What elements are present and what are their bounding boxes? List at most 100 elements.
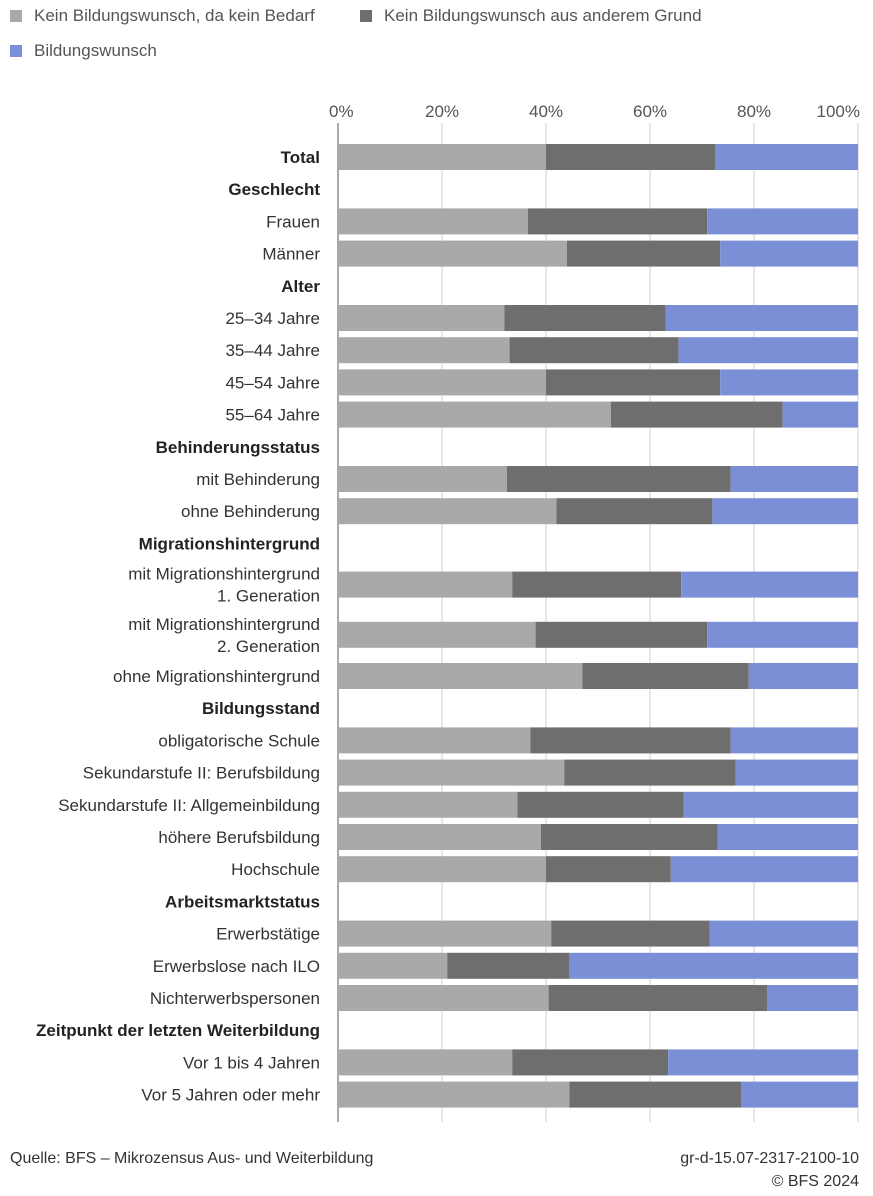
row-label-ohne-behinderung: ohne Behinderung	[181, 502, 320, 521]
row-label-vor-5-jahren-oder-mehr: Vor 5 Jahren oder mehr	[141, 1086, 320, 1105]
bar-segment-hoehere-berufsbildung-bildungswunsch	[717, 824, 858, 850]
group-header-bildungsstand: Bildungsstand	[202, 699, 320, 718]
legend-swatch-kein-bedarf	[10, 10, 22, 22]
group-header-zeitpunkt-der-letzten-weiterbildung: Zeitpunkt der letzten Weiterbildung	[36, 1021, 320, 1040]
row-label-45-54-jahre: 45–54 Jahre	[225, 373, 320, 392]
legend-item-bildungswunsch[interactable]: Bildungswunsch	[10, 41, 157, 61]
row-label-line: mit Migrationshintergrund	[128, 565, 320, 584]
bar-segment-45-54-jahre-bildungswunsch	[720, 369, 858, 396]
bar-segment-mit-behinderung-bildungswunsch	[730, 466, 858, 492]
bar-segment-mit-migrationshintergrund-2-generation-bildungswunsch	[707, 621, 858, 648]
bar-segment-erwerbslose-nach-ilo-kein-bildungswunsch-da-kein-bedarf	[338, 952, 448, 979]
bar-segment-sekundarstufe-ii-allgemeinbildung-kein-bildungswunsch-aus-anderem-grund	[517, 791, 684, 818]
bar-segment-sekundarstufe-ii-berufsbildung-kein-bildungswunsch-aus-anderem-grund	[564, 759, 736, 786]
x-tick-label: 0%	[329, 102, 354, 121]
row-label-hoehere-berufsbildung: höhere Berufsbildung	[158, 828, 320, 847]
row-label-ohne-migrationshintergrund: ohne Migrationshintergrund	[113, 667, 320, 686]
bar-segment-mit-migrationshintergrund-2-generation-kein-bildungswunsch-aus-anderem-grund	[535, 621, 708, 648]
bar-segment-mit-migrationshintergrund-1-generation-bildungswunsch	[681, 571, 858, 598]
row-label-erwerbstaetige: Erwerbstätige	[216, 925, 320, 944]
x-tick-label: 60%	[633, 102, 667, 121]
bar-segment-mit-behinderung-kein-bildungswunsch-da-kein-bedarf	[338, 466, 507, 492]
bar-segment-obligatorische-schule-bildungswunsch	[730, 727, 858, 754]
group-header-total: Total	[281, 148, 320, 167]
group-header-arbeitsmarktstatus: Arbeitsmarktstatus	[165, 892, 320, 911]
bar-segment-ohne-migrationshintergrund-bildungswunsch	[748, 663, 858, 689]
bar-segment-hoehere-berufsbildung-kein-bildungswunsch-da-kein-bedarf	[338, 824, 541, 850]
bar-segment-hoehere-berufsbildung-kein-bildungswunsch-aus-anderem-grund	[540, 824, 718, 850]
bar-segment-35-44-jahre-kein-bildungswunsch-aus-anderem-grund	[509, 337, 679, 364]
bar-segment-ohne-migrationshintergrund-kein-bildungswunsch-da-kein-bedarf	[338, 663, 583, 689]
row-label-mit-migrationshintergrund-2-generation: mit Migrationshintergrund 2. Generation	[128, 615, 320, 656]
copyright: © BFS 2024	[771, 1173, 859, 1190]
bar-segment-ohne-behinderung-kein-bildungswunsch-da-kein-bedarf	[338, 498, 557, 525]
bar-segment-45-54-jahre-kein-bildungswunsch-da-kein-bedarf	[338, 369, 546, 396]
legend-swatch-anderer-grund	[360, 10, 372, 22]
x-tick-label: 100%	[817, 102, 860, 121]
legend-label-kein-bedarf: Kein Bildungswunsch, da kein Bedarf	[34, 6, 315, 25]
bar-segment-sekundarstufe-ii-allgemeinbildung-kein-bildungswunsch-da-kein-bedarf	[338, 791, 518, 818]
x-tick-label: 40%	[529, 102, 563, 121]
row-label-25-34-jahre: 25–34 Jahre	[225, 309, 320, 328]
row-label-55-64-jahre: 55–64 Jahre	[225, 406, 320, 425]
group-header-behinderungsstatus: Behinderungsstatus	[156, 438, 320, 457]
bar-segment-obligatorische-schule-kein-bildungswunsch-aus-anderem-grund	[530, 727, 731, 754]
bar-segment-ohne-behinderung-kein-bildungswunsch-aus-anderem-grund	[556, 498, 713, 525]
legend-label-bildungswunsch: Bildungswunsch	[34, 41, 157, 60]
row-label-frauen: Frauen	[266, 212, 320, 231]
bar-segment-vor-5-jahren-oder-mehr-kein-bildungswunsch-da-kein-bedarf	[338, 1081, 570, 1108]
bar-segment-erwerbstaetige-bildungswunsch	[709, 920, 858, 947]
bar-segment-frauen-kein-bildungswunsch-aus-anderem-grund	[527, 208, 708, 235]
bar-segment-erwerbstaetige-kein-bildungswunsch-da-kein-bedarf	[338, 920, 552, 947]
bar-segment-maenner-kein-bildungswunsch-da-kein-bedarf	[338, 240, 567, 267]
bar-segment-35-44-jahre-bildungswunsch	[678, 337, 858, 364]
x-tick-label: 80%	[737, 102, 771, 121]
legend-item-anderer-grund[interactable]: Kein Bildungswunsch aus anderem Grund	[360, 6, 702, 26]
row-label-erwerbslose-nach-ilo: Erwerbslose nach ILO	[153, 957, 320, 976]
bar-segment-mit-behinderung-kein-bildungswunsch-aus-anderem-grund	[507, 466, 731, 492]
bar-segment-nichterwerbspersonen-kein-bildungswunsch-da-kein-bedarf	[338, 985, 549, 1011]
row-label-hochschule: Hochschule	[231, 860, 320, 879]
bar-segment-25-34-jahre-kein-bildungswunsch-da-kein-bedarf	[338, 305, 505, 331]
row-label-line: mit Migrationshintergrund	[128, 615, 320, 634]
bar-segment-frauen-bildungswunsch	[707, 208, 858, 235]
row-label-line: 1. Generation	[217, 587, 320, 606]
bar-segment-sekundarstufe-ii-allgemeinbildung-bildungswunsch	[683, 791, 858, 818]
bar-segment-total-bildungswunsch	[715, 144, 858, 170]
stacked-bar-chart: 0% 20% 40% 60% 80% 100% Total Geschlecht Frauen M…	[36, 102, 860, 1122]
bar-segment-35-44-jahre-kein-bildungswunsch-da-kein-bedarf	[338, 337, 510, 364]
group-header-geschlecht: Geschlecht	[228, 180, 320, 199]
bar-segment-maenner-bildungswunsch	[720, 240, 858, 267]
bar-segment-vor-5-jahren-oder-mehr-bildungswunsch	[741, 1081, 858, 1108]
legend-item-kein-bedarf[interactable]: Kein Bildungswunsch, da kein Bedarf	[10, 6, 315, 26]
bar-segment-hochschule-bildungswunsch	[670, 856, 858, 883]
bar-segment-mit-migrationshintergrund-1-generation-kein-bildungswunsch-aus-anderem-grund	[512, 571, 682, 598]
bar-segment-total-kein-bildungswunsch-aus-anderem-grund	[546, 144, 715, 170]
row-label-line: 2. Generation	[217, 637, 320, 656]
bar-segment-hochschule-kein-bildungswunsch-aus-anderem-grund	[546, 856, 671, 883]
row-label-35-44-jahre: 35–44 Jahre	[225, 341, 320, 360]
bar-segment-sekundarstufe-ii-berufsbildung-kein-bildungswunsch-da-kein-bedarf	[338, 759, 565, 786]
chart-legend: Kein Bildungswunsch, da kein Bedarf Kein…	[0, 0, 873, 80]
bar-segment-55-64-jahre-bildungswunsch	[782, 401, 858, 428]
bar-segment-hochschule-kein-bildungswunsch-da-kein-bedarf	[338, 856, 546, 883]
group-header-alter: Alter	[281, 277, 320, 296]
bar-segment-nichterwerbspersonen-kein-bildungswunsch-aus-anderem-grund	[548, 985, 767, 1011]
bar-segment-25-34-jahre-kein-bildungswunsch-aus-anderem-grund	[504, 305, 666, 331]
row-label-nichterwerbspersonen: Nichterwerbspersonen	[150, 989, 320, 1008]
bar-segment-25-34-jahre-bildungswunsch	[665, 305, 858, 331]
bar-segment-erwerbstaetige-kein-bildungswunsch-aus-anderem-grund	[551, 920, 710, 947]
row-label-obligatorische-schule: obligatorische Schule	[158, 731, 320, 750]
bar-segment-total-kein-bildungswunsch-da-kein-bedarf	[338, 144, 546, 170]
row-label-maenner: Männer	[262, 245, 320, 264]
row-label-vor-1-bis-4-jahren: Vor 1 bis 4 Jahren	[183, 1053, 320, 1072]
bar-segment-erwerbslose-nach-ilo-bildungswunsch	[569, 952, 858, 979]
row-label-mit-behinderung: mit Behinderung	[196, 470, 320, 489]
bar-segment-mit-migrationshintergrund-2-generation-kein-bildungswunsch-da-kein-bedarf	[338, 621, 536, 648]
row-label-sekundarstufe-ii-allgemeinbildung: Sekundarstufe II: Allgemeinbildung	[58, 796, 320, 815]
group-header-migrationshintergrund: Migrationshintergrund	[139, 534, 320, 553]
chart-code: gr-d-15.07-2317-2100-10	[680, 1150, 859, 1167]
legend-swatch-bildungswunsch	[10, 45, 22, 57]
bar-segment-maenner-kein-bildungswunsch-aus-anderem-grund	[566, 240, 721, 267]
bar-segment-ohne-behinderung-bildungswunsch	[712, 498, 858, 525]
